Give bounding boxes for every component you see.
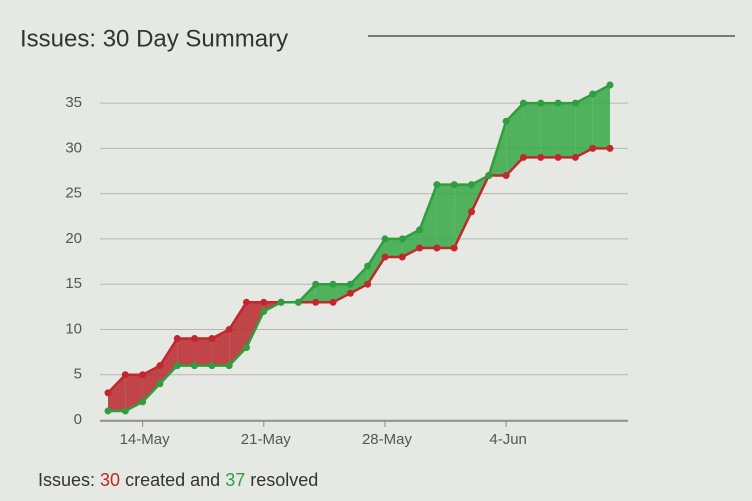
gap-fill — [125, 374, 143, 411]
gap-fill — [367, 238, 385, 285]
data-point — [139, 398, 147, 406]
footer-middle: created and — [125, 470, 220, 490]
y-tick-label: 15 — [65, 275, 82, 292]
y-tick-label: 0 — [74, 411, 82, 428]
data-point — [260, 307, 268, 315]
footer-resolved: 37 — [225, 470, 245, 490]
data-point — [468, 181, 476, 189]
data-point — [554, 153, 562, 161]
gap-fill — [333, 284, 351, 303]
data-point — [519, 99, 527, 107]
data-point — [104, 389, 112, 397]
data-point — [554, 99, 562, 107]
data-point — [450, 181, 458, 189]
data-point — [346, 289, 354, 297]
data-point — [346, 280, 354, 288]
data-point — [225, 362, 233, 370]
gap-fill — [506, 103, 524, 176]
data-point — [606, 144, 614, 152]
data-point — [416, 244, 424, 252]
gap-fill — [419, 184, 437, 248]
data-point — [121, 407, 129, 415]
data-point — [381, 235, 389, 243]
data-point — [589, 144, 597, 152]
y-tick-label: 30 — [65, 139, 82, 156]
data-point — [225, 325, 233, 333]
data-point — [104, 407, 112, 415]
data-point — [242, 344, 250, 352]
y-tick-label: 10 — [65, 320, 82, 337]
data-point — [364, 280, 372, 288]
data-point — [537, 99, 545, 107]
data-point — [191, 362, 199, 370]
x-tick-label: 14-May — [120, 431, 171, 448]
data-point — [468, 208, 476, 216]
x-tick-label: 4-Jun — [489, 431, 527, 448]
data-point — [502, 117, 510, 125]
data-point — [364, 262, 372, 270]
data-point — [208, 362, 216, 370]
gap-fill — [159, 338, 178, 384]
gap-fill — [142, 365, 160, 402]
footer-suffix: resolved — [250, 470, 318, 490]
data-point — [173, 362, 181, 370]
gap-fill — [558, 103, 576, 158]
data-point — [121, 371, 129, 379]
gap-fill — [211, 329, 230, 366]
data-point — [433, 244, 441, 252]
y-tick-label: 20 — [65, 230, 82, 247]
data-point — [519, 153, 527, 161]
data-point — [312, 280, 320, 288]
data-point — [571, 153, 579, 161]
x-tick-label: 21-May — [241, 431, 292, 448]
data-point — [312, 298, 320, 306]
data-point — [173, 335, 181, 343]
gap-fill — [540, 103, 559, 158]
data-point — [329, 298, 337, 306]
gap-fill — [194, 338, 212, 366]
data-point — [433, 181, 441, 189]
data-point — [502, 172, 510, 180]
data-point — [398, 253, 406, 261]
data-point — [450, 244, 458, 252]
footer: Issues: 30 created and 37 resolved — [38, 470, 318, 490]
data-point — [571, 99, 579, 107]
gap-fill — [592, 85, 610, 149]
data-point — [208, 335, 216, 343]
chart-title: Issues: 30 Day Summary — [20, 25, 288, 52]
data-point — [381, 253, 389, 261]
data-point — [156, 380, 164, 388]
gap-fill — [575, 94, 593, 158]
data-point — [589, 90, 597, 98]
data-point — [329, 280, 337, 288]
y-tick-label: 25 — [65, 185, 82, 202]
gap-fill — [436, 184, 455, 248]
data-point — [294, 298, 302, 306]
gap-fill — [523, 103, 541, 158]
data-point — [416, 226, 424, 234]
footer-prefix: Issues: — [38, 470, 95, 490]
data-point — [156, 362, 164, 370]
gap-fill — [384, 238, 403, 258]
y-tick-label: 5 — [74, 366, 82, 383]
data-point — [398, 235, 406, 243]
gap-fill — [177, 338, 195, 366]
data-point — [139, 371, 147, 379]
data-point — [260, 298, 268, 306]
gap-fill — [229, 302, 247, 366]
footer-created: 30 — [100, 470, 120, 490]
data-point — [191, 335, 199, 343]
data-point — [485, 172, 493, 180]
y-tick-label: 35 — [65, 94, 82, 111]
data-point — [537, 153, 545, 161]
gap-fill — [454, 184, 472, 248]
data-point — [242, 298, 250, 306]
x-tick-label: 28-May — [362, 431, 413, 448]
gap-fill — [108, 374, 126, 411]
data-point — [606, 81, 614, 89]
data-point — [277, 298, 285, 306]
gap-fill — [315, 284, 334, 303]
